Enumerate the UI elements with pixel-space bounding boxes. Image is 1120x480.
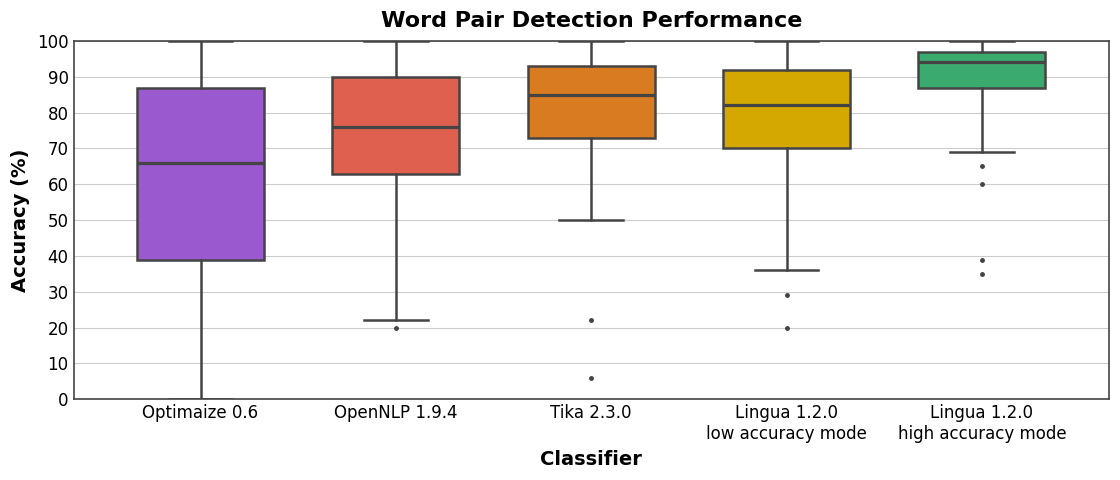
- PathPatch shape: [724, 70, 850, 148]
- Title: Word Pair Detection Performance: Word Pair Detection Performance: [381, 11, 802, 31]
- X-axis label: Classifier: Classifier: [540, 450, 642, 469]
- PathPatch shape: [333, 77, 459, 174]
- PathPatch shape: [137, 87, 264, 260]
- PathPatch shape: [528, 66, 655, 138]
- PathPatch shape: [918, 52, 1045, 87]
- Y-axis label: Accuracy (%): Accuracy (%): [11, 148, 30, 292]
